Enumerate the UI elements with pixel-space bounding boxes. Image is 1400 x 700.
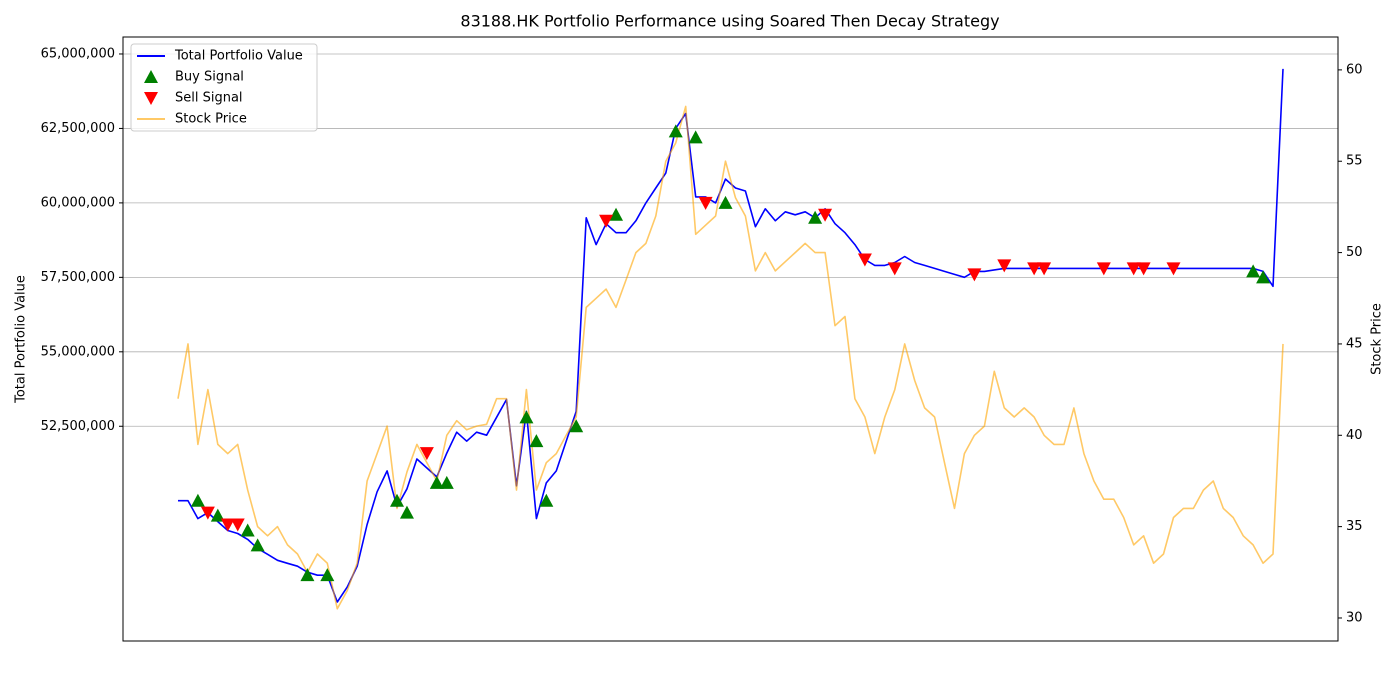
signal-marker [300,568,315,582]
y-tick-label: 55,000,000 [41,344,115,359]
signal-marker [210,508,225,522]
signal-marker [1027,262,1042,276]
signal-marker [429,475,444,489]
y-axis-label: Total Portfolio Value [14,275,29,404]
signal-marker [1037,262,1052,276]
series-line [178,68,1284,603]
signal-marker [439,475,454,489]
y2-tick-label: 55 [1346,154,1363,169]
y2-tick-label: 50 [1346,245,1363,260]
legend-swatch [144,70,158,83]
signal-marker [320,568,335,582]
y2-axis-label: Stock Price [1370,303,1385,375]
signal-marker [390,493,405,507]
signal-marker [220,518,235,532]
legend-box [130,43,318,132]
signal-marker [1166,262,1181,276]
signal-marker [887,262,902,276]
signal-marker [190,493,205,507]
signal-marker [857,253,872,267]
legend-label: Buy Signal [175,70,244,85]
signal-marker [668,124,683,138]
signal-marker [1246,264,1261,278]
signal-marker [519,410,534,424]
y2-tick-label: 30 [1346,610,1363,625]
signal-marker [1126,262,1141,276]
signal-marker [250,538,265,552]
legend: Total Portfolio Value Buy Signal Sell Sign… [130,43,318,132]
signal-marker [419,447,434,461]
signal-marker [609,207,624,221]
y2-tick-label: 40 [1346,428,1363,443]
series-line [177,105,1284,610]
signal-marker [997,259,1012,273]
signal-marker [1136,262,1151,276]
chart-title: 83188.HK Portfolio Performance using Soa… [460,12,999,31]
signal-marker [718,195,733,209]
y2-tick-label: 35 [1346,519,1363,534]
y-tick-label: 52,500,000 [41,419,115,434]
y2-tick-label: 45 [1346,336,1363,351]
legend-label: Total Portfolio Value [174,49,303,64]
y-tick-label: 62,500,000 [41,121,115,136]
signal-marker [569,419,584,433]
signal-marker [399,505,414,519]
signal-marker [698,196,713,210]
signal-marker [688,130,703,144]
signal-marker [200,506,215,520]
signal-marker [808,210,823,224]
y2-tick-label: 60 [1346,62,1363,77]
y-tick-label: 60,000,000 [41,195,115,210]
signal-marker [599,214,614,228]
signal-marker [230,518,245,532]
signal-marker [1256,270,1271,284]
signal-marker [529,434,544,448]
plot-frame [122,36,1339,642]
legend-label: Sell Signal [175,91,243,106]
y-tick-label: 65,000,000 [41,46,115,61]
signal-marker [967,268,982,282]
legend-label: Stock Price [175,112,247,127]
signal-marker [539,493,554,507]
y-tick-label: 57,500,000 [41,270,115,285]
signal-marker [1096,262,1111,276]
signal-marker [240,523,255,537]
legend-swatch [144,92,158,105]
signal-marker [818,208,833,222]
